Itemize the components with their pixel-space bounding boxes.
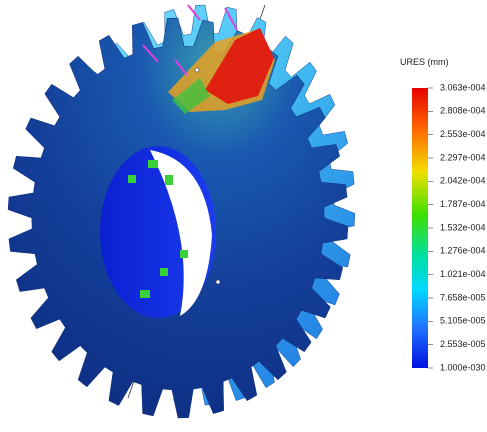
origin-marker xyxy=(216,280,220,284)
legend-label: 1.532e-004 xyxy=(440,222,486,232)
fixture xyxy=(140,290,150,298)
legend-label: 2.553e-004 xyxy=(440,129,486,139)
color-bar xyxy=(412,88,428,368)
legend-label: 1.276e-004 xyxy=(440,246,486,256)
legend-label: 2.297e-004 xyxy=(440,152,486,162)
legend-label: 1.787e-004 xyxy=(440,199,486,209)
legend-label: 3.063e-004 xyxy=(440,82,486,92)
fixture xyxy=(165,175,173,185)
result-view: URES (mm) 3.063e-004 2.808e-004 2.553e-004… xyxy=(0,0,487,432)
legend-labels: 3.063e-004 2.808e-004 2.553e-004 2.297e-004… xyxy=(428,82,486,372)
legend-label: 2.553e-005 xyxy=(440,339,486,349)
fixture xyxy=(160,268,168,276)
legend-label: 2.808e-004 xyxy=(440,106,486,116)
legend-label: 2.042e-004 xyxy=(440,176,486,186)
legend-label: 1.021e-004 xyxy=(440,269,486,279)
origin-marker xyxy=(195,68,199,72)
legend-title: URES (mm) xyxy=(400,57,449,67)
fixture xyxy=(180,250,188,258)
fixture xyxy=(148,160,158,168)
legend-label: 5.105e-005 xyxy=(440,316,486,326)
screenshot: URES (mm) 3.063e-004 2.808e-004 2.553e-004… xyxy=(0,0,487,432)
legend-label: 7.658e-005 xyxy=(440,292,486,302)
fixture xyxy=(128,175,136,183)
legend-label: 1.000e-030 xyxy=(440,362,486,372)
